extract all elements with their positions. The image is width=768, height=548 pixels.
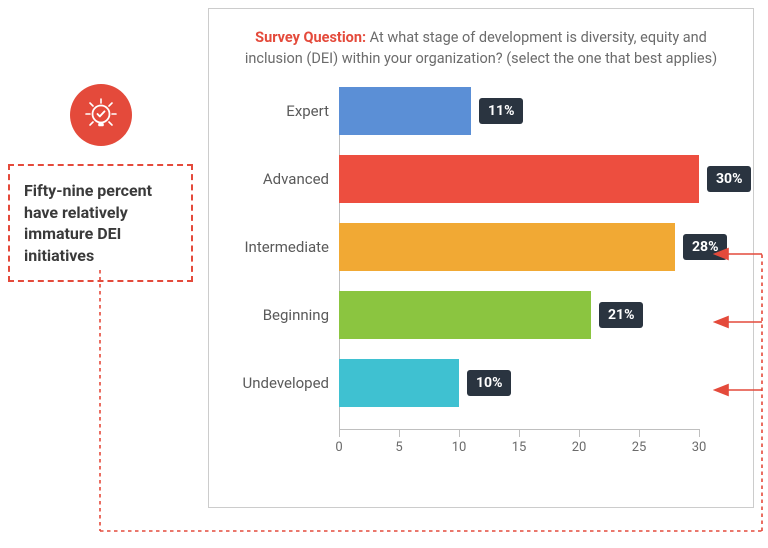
bar-category-label: Advanced [219,170,329,188]
lightbulb-icon [83,97,119,133]
bar-row: Undeveloped10% [339,359,699,407]
x-tick [699,429,700,437]
question-lead: Survey Question: [255,29,366,46]
x-tick-label: 15 [512,440,527,455]
bar-row: Advanced30% [339,155,699,203]
bar-category-label: Expert [219,102,329,120]
bar [339,359,459,407]
x-tick [639,429,640,437]
x-tick [579,429,580,437]
x-tick [339,429,340,437]
x-tick [459,429,460,437]
bar-row: Intermediate28% [339,223,699,271]
bar [339,155,699,203]
value-badge: 10% [467,370,511,396]
x-tick-label: 30 [692,440,707,455]
x-tick-label: 5 [395,440,402,455]
value-badge: 11% [479,98,523,124]
x-axis: 051015202530 [339,429,699,430]
callout-text: Fifty-nine percent have relatively immat… [24,181,152,265]
chart-panel: Survey Question: At what stage of develo… [208,8,754,508]
lightbulb-icon-circle [70,84,132,146]
bar [339,223,675,271]
bar-row: Beginning21% [339,291,699,339]
bars-area: Expert11% Advanced30% Intermediate28% Begin… [339,87,699,437]
x-tick [519,429,520,437]
x-tick [399,429,400,437]
value-badge: 30% [707,166,751,192]
value-badge: 28% [683,234,727,260]
bar-category-label: Intermediate [219,238,329,256]
bar-category-label: Undeveloped [219,374,329,392]
x-tick-label: 0 [335,440,342,455]
x-tick-label: 10 [452,440,467,455]
survey-question: Survey Question: At what stage of develo… [229,27,733,69]
callout-box: Fifty-nine percent have relatively immat… [8,164,193,282]
x-tick-label: 25 [632,440,647,455]
bar-row: Expert11% [339,87,699,135]
x-tick-label: 20 [572,440,587,455]
value-badge: 21% [599,302,643,328]
bar [339,87,471,135]
bar-category-label: Beginning [219,306,329,324]
bar [339,291,591,339]
